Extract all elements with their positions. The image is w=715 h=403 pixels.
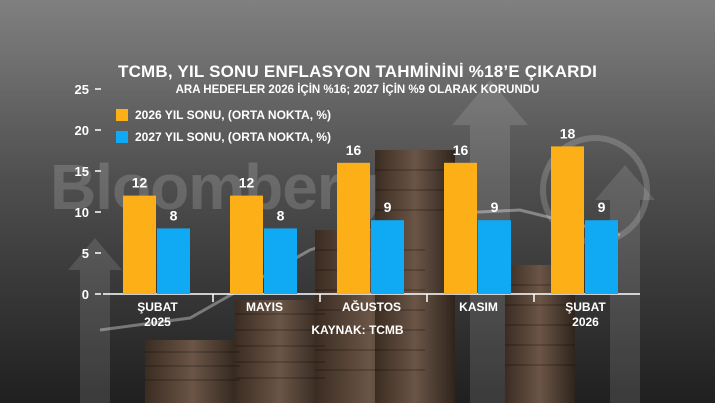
chart-title: TCMB, YIL SONU ENFLASYON TAHMİNİNİ %18’E…: [117, 62, 598, 81]
bar-value-label: 12: [132, 175, 148, 191]
bar-value-label: 9: [598, 199, 606, 215]
bar-2027: [157, 228, 190, 294]
x-tick-label: AĞUSTOS: [342, 299, 401, 314]
x-tick-label: KASIM: [459, 300, 498, 314]
y-tick-label: 15: [75, 164, 89, 179]
legend-item-2027: 2027 YIL SONU, (ORTA NOKTA, %): [116, 130, 331, 144]
bar-value-label: 12: [239, 175, 255, 191]
bar-value-label: 8: [170, 207, 178, 223]
bar-2026: [123, 195, 156, 294]
legend-item-2026: 2026 YIL SONU, (ORTA NOKTA, %): [116, 108, 331, 122]
bloomberg-watermark: Bloomberg: [50, 151, 380, 223]
y-tick-label: 0: [82, 287, 89, 302]
bar-value-label: 9: [384, 199, 392, 215]
x-tick-label-year: 2025: [144, 315, 171, 329]
y-tick-label: 25: [75, 82, 89, 97]
bar-value-label: 8: [277, 207, 285, 223]
y-tick-label: 20: [75, 123, 89, 138]
chart-subtitle: ARA HEDEFLER 2026 İÇİN %16; 2027 İÇİN %9…: [175, 84, 540, 96]
bar-2027: [264, 228, 297, 294]
x-tick-label: ŞUBAT: [565, 300, 606, 314]
bar-2027: [478, 220, 511, 294]
legend-label-2026: 2026 YIL SONU, (ORTA NOKTA, %): [135, 108, 332, 122]
x-tick-label: ŞUBAT: [137, 300, 178, 314]
bar-value-label: 16: [346, 142, 362, 158]
x-tick-label: MAYIS: [246, 300, 283, 314]
legend-swatch-2027: [116, 131, 128, 143]
bar-2026: [230, 195, 263, 294]
bars: [123, 146, 618, 294]
bar-2026: [551, 146, 584, 294]
bar-2027: [371, 220, 404, 294]
bar-2026: [337, 162, 370, 294]
legend-swatch-2026: [116, 109, 128, 121]
bar-2026: [444, 162, 477, 294]
data-labels: 12 8 12 8 16 9 16 9 18 9: [132, 125, 606, 223]
source-note: KAYNAK: TCMB: [311, 323, 404, 337]
bar-value-label: 18: [560, 125, 576, 141]
bar-2027: [585, 220, 618, 294]
y-tick-label: 10: [75, 205, 89, 220]
bar-value-label: 9: [491, 199, 499, 215]
bar-value-label: 16: [453, 142, 469, 158]
legend-label-2027: 2027 YIL SONU, (ORTA NOKTA, %): [135, 130, 332, 144]
x-tick-label-year: 2026: [572, 315, 599, 329]
y-tick-label: 5: [82, 246, 89, 261]
